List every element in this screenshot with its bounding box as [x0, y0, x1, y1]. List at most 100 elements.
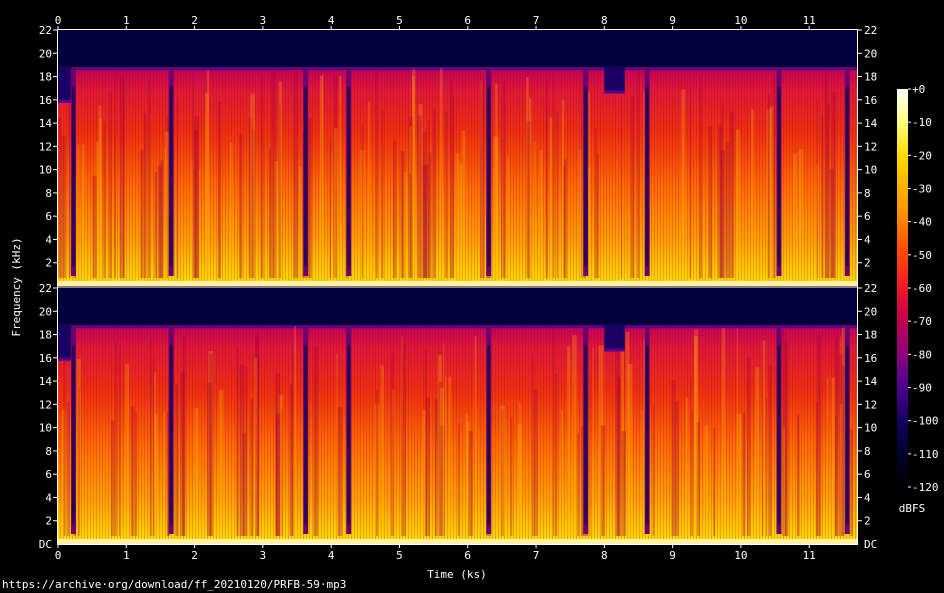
- texture-column: [768, 365, 772, 536]
- y-tick-label-left: 10: [39, 164, 52, 177]
- texture-column: [817, 335, 822, 536]
- texture-column: [674, 400, 679, 536]
- texture-column: [313, 346, 319, 536]
- quiet-gap-core: [304, 345, 308, 524]
- texture-column: [824, 71, 828, 278]
- x-tick-label-bottom: 3: [260, 549, 267, 562]
- texture-column: [718, 124, 723, 278]
- y-tick-label-right: 16: [864, 352, 877, 365]
- texture-column: [368, 101, 371, 278]
- texture-column: [392, 388, 394, 536]
- texture-column: [552, 328, 555, 536]
- texture-column: [784, 340, 789, 536]
- texture-column: [685, 397, 688, 536]
- y-tick-label-left: 4: [45, 233, 52, 246]
- quiet-gap-core: [584, 345, 588, 524]
- texture-column: [468, 430, 473, 536]
- texture-column: [425, 397, 431, 536]
- quiet-gap-core: [72, 345, 76, 524]
- y-tick-label-dc-left: DC: [39, 538, 52, 551]
- texture-column: [77, 144, 80, 278]
- texture-column: [143, 113, 147, 278]
- texture-column: [333, 128, 338, 278]
- colorbar-tick-label: -20: [912, 149, 932, 162]
- texture-column: [834, 337, 838, 536]
- texture-column: [275, 417, 278, 536]
- y-tick-label-left: 4: [45, 491, 52, 504]
- y-tick-label-left: 6: [45, 210, 52, 223]
- texture-column: [518, 402, 521, 536]
- y-tick-label-left: 16: [39, 352, 52, 365]
- texture-column: [298, 166, 302, 278]
- y-tick-label-right: 4: [864, 233, 871, 246]
- texture-column: [422, 131, 428, 278]
- texture-column: [501, 102, 503, 278]
- quiet-gap-core: [845, 87, 849, 267]
- texture-column: [153, 413, 158, 536]
- texture-column: [561, 409, 564, 536]
- texture-column: [796, 415, 800, 536]
- texture-column: [553, 76, 555, 278]
- texture-column: [176, 97, 179, 278]
- texture-column: [826, 103, 830, 278]
- texture-column: [68, 80, 71, 278]
- texture-column: [417, 115, 422, 278]
- texture-column: [99, 118, 102, 278]
- texture-overlay: [58, 325, 857, 544]
- texture-column: [206, 70, 210, 278]
- texture-column: [412, 69, 416, 279]
- texture-column: [630, 96, 635, 278]
- texture-column: [766, 398, 768, 536]
- y-axis-label: Frequency (kHz): [10, 237, 23, 336]
- quiet-gap-core: [584, 87, 588, 267]
- texture-column: [403, 172, 408, 278]
- texture-column: [693, 335, 698, 536]
- texture-column: [708, 126, 713, 278]
- y-tick-label-left: 8: [45, 445, 52, 458]
- texture-column: [652, 403, 655, 536]
- texture-column: [96, 141, 99, 278]
- y-tick-label-left: 14: [39, 375, 53, 388]
- texture-column: [735, 129, 740, 278]
- texture-column: [359, 149, 365, 278]
- texture-column: [561, 99, 565, 278]
- texture-column: [545, 76, 549, 278]
- quiet-gap-core: [169, 87, 173, 267]
- texture-column: [767, 94, 771, 279]
- texture-column: [696, 422, 700, 536]
- texture-column: [594, 128, 597, 278]
- texture-column: [572, 335, 577, 536]
- x-tick-label-top: 7: [533, 14, 540, 27]
- texture-column: [495, 84, 498, 278]
- y-tick-label-left: 12: [39, 398, 52, 411]
- texture-column: [671, 379, 676, 536]
- colorbar-tick-label: -90: [912, 382, 932, 395]
- texture-column: [502, 80, 506, 278]
- texture-column: [260, 77, 264, 278]
- quiet-gap-core: [645, 345, 649, 524]
- texture-column: [539, 150, 543, 278]
- texture-column: [166, 116, 169, 278]
- texture-column: [455, 153, 460, 278]
- texture-column: [690, 376, 692, 536]
- colorbar-tick-label: -70: [912, 315, 932, 328]
- texture-column: [248, 118, 254, 278]
- texture-column: [229, 142, 233, 278]
- quiet-gap-core: [845, 345, 849, 524]
- texture-column: [149, 338, 152, 536]
- texture-column: [841, 327, 845, 536]
- texture-column: [834, 415, 837, 536]
- texture-column: [140, 150, 144, 278]
- texture-column: [209, 353, 213, 536]
- texture-column: [533, 141, 536, 278]
- texture-column: [620, 336, 625, 536]
- quiet-gap-core: [347, 345, 351, 524]
- texture-column: [769, 106, 774, 278]
- texture-column: [720, 150, 726, 278]
- texture-column: [278, 81, 283, 278]
- y-tick-label-left: 6: [45, 468, 52, 481]
- texture-column: [577, 432, 580, 536]
- colorbar-tick-label: -120: [912, 481, 939, 494]
- texture-column: [255, 336, 260, 536]
- texture-column: [194, 407, 199, 536]
